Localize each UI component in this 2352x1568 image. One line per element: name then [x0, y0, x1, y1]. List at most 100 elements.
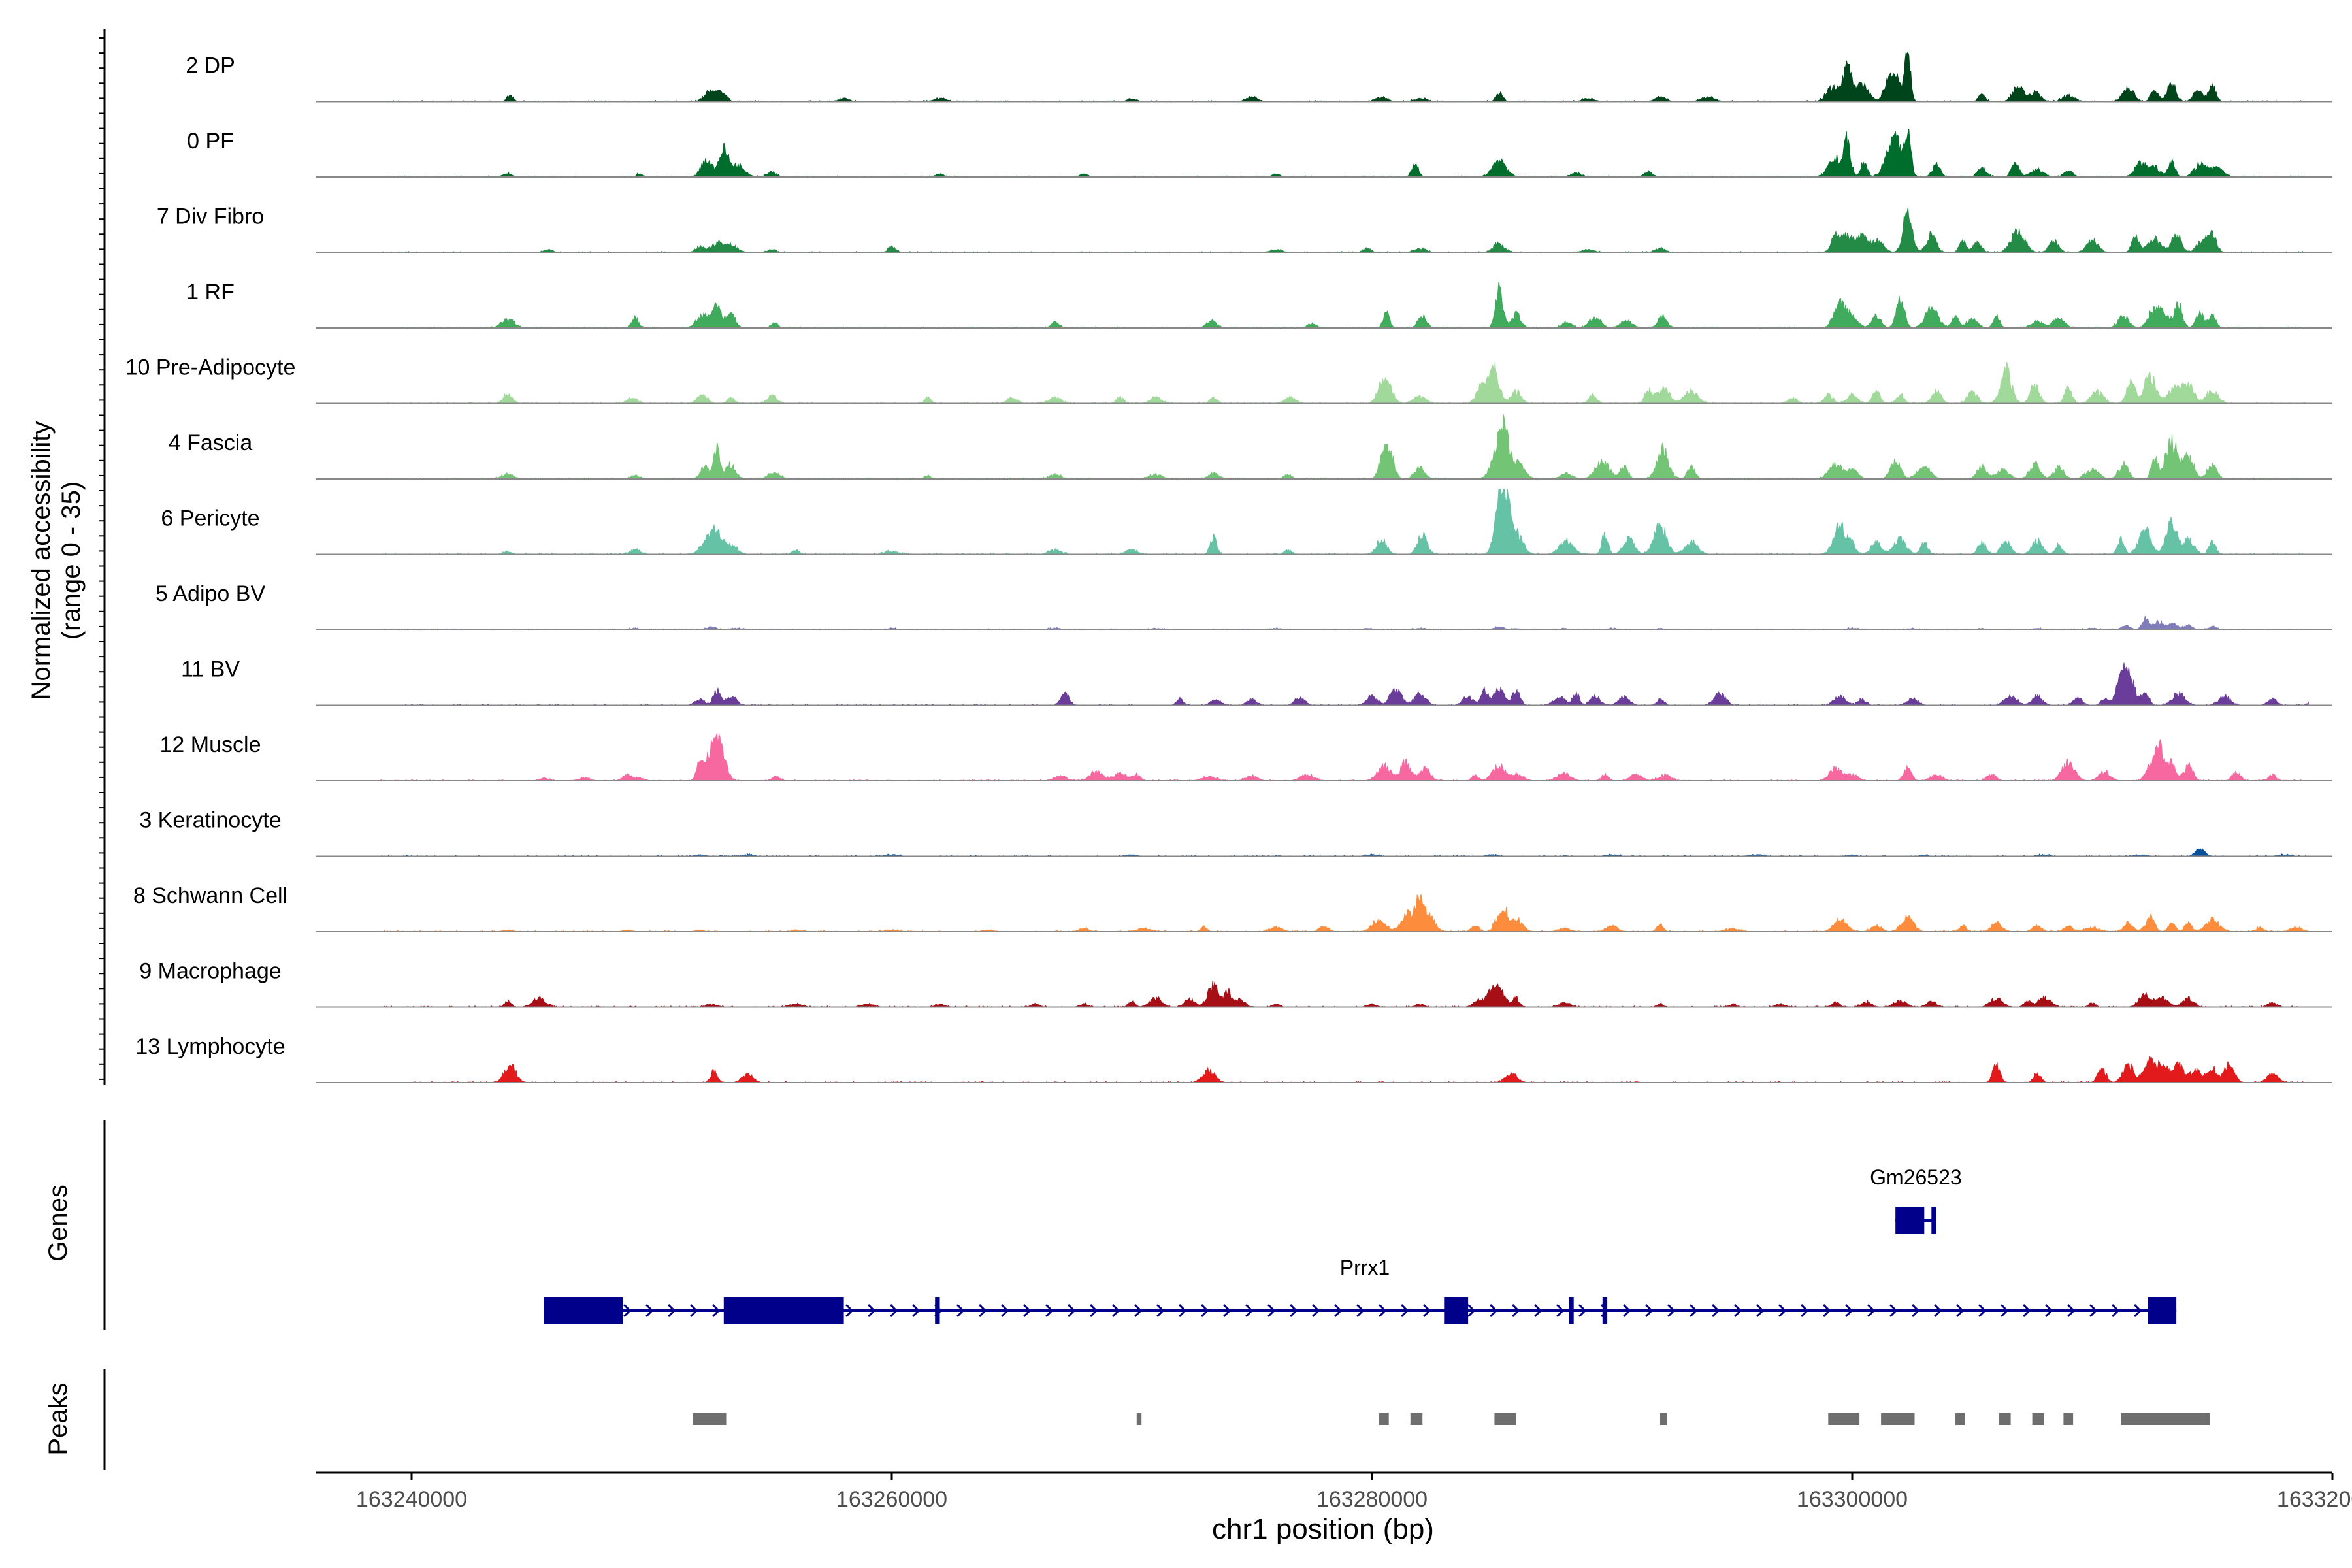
track-9-macrophage: 9 Macrophage — [139, 959, 2332, 1008]
track-12-muscle: 12 Muscle — [160, 732, 2332, 781]
strand-arrow — [1534, 1303, 1543, 1318]
strand-arrow — [1334, 1303, 1343, 1318]
strand-arrow — [956, 1303, 965, 1318]
track-label: 1 RF — [186, 280, 235, 304]
track-10-pre-adipocyte: 10 Pre-Adipocyte — [125, 355, 2332, 404]
coverage-area — [381, 51, 2309, 103]
strand-arrow — [890, 1303, 898, 1318]
strand-arrow — [2067, 1303, 2076, 1318]
strand-arrow — [912, 1303, 921, 1318]
strand-arrow — [1045, 1303, 1054, 1318]
strand-arrow — [1512, 1303, 1520, 1318]
strand-arrow — [845, 1303, 854, 1318]
track-2-dp: 2 DP — [186, 51, 2332, 103]
peak-region — [2121, 1413, 2210, 1425]
strand-arrow — [2045, 1303, 2053, 1318]
strand-arrow — [979, 1303, 987, 1318]
accessibility-y-axis — [99, 29, 106, 1085]
peak-region — [1136, 1413, 1142, 1425]
strand-arrow — [1312, 1303, 1320, 1318]
y-axis-label-range: (range 0 - 35) — [57, 482, 86, 640]
strand-arrow — [1112, 1303, 1120, 1318]
peaks-axis-label: Peaks — [44, 1382, 73, 1455]
strand-arrow — [1667, 1303, 1676, 1318]
coverage-area — [381, 489, 2309, 555]
track-label: 7 Div Fibro — [157, 204, 264, 229]
peak-region — [1828, 1413, 1860, 1425]
gene-exon — [2148, 1297, 2177, 1324]
gene-gm26523: Gm26523 — [1870, 1166, 1962, 1234]
coverage-area — [381, 662, 2309, 706]
x-tick-label: 163260000 — [836, 1487, 947, 1512]
peak-region — [1379, 1413, 1389, 1425]
strand-arrow — [2089, 1303, 2098, 1318]
strand-arrow — [1734, 1303, 1742, 1318]
strand-arrow — [2023, 1303, 2031, 1318]
gene-exon — [1569, 1297, 1574, 1324]
track-label: 5 Adipo BV — [155, 581, 266, 606]
peak-region — [1999, 1413, 2011, 1425]
strand-arrow — [1889, 1303, 1898, 1318]
gene-prrx1: Prrx1 — [544, 1256, 2177, 1324]
x-tick-label: 163320000 — [2277, 1487, 2352, 1512]
strand-arrow — [1068, 1303, 1076, 1318]
coverage-area — [381, 894, 2309, 932]
peak-region — [1881, 1413, 1915, 1425]
strand-arrow — [1778, 1303, 1787, 1318]
track-label: 10 Pre-Adipocyte — [125, 355, 296, 380]
strand-arrow — [1490, 1303, 1498, 1318]
peaks-panel — [693, 1413, 2210, 1425]
peak-region — [693, 1413, 727, 1425]
accessibility-tracks: 2 DP 0 PF 7 Div Fibro 1 RF 10 Pre-Adipocyte 4… — [125, 51, 2332, 1083]
strand-arrow — [1467, 1303, 1476, 1318]
strand-arrow — [1290, 1303, 1298, 1318]
strand-arrow — [1201, 1303, 1209, 1318]
coverage-area — [381, 981, 2309, 1008]
strand-arrow — [1379, 1303, 1387, 1318]
strand-arrow — [1245, 1303, 1254, 1318]
gene-exon — [723, 1297, 844, 1324]
strand-arrow — [1690, 1303, 1698, 1318]
x-axis: 163240000 163260000 163280000 163300000 1633… — [316, 1471, 2352, 1512]
gene-exon — [1602, 1297, 1608, 1324]
strand-arrow — [712, 1303, 721, 1318]
track-13-lymphocyte: 13 Lymphocyte — [135, 1034, 2332, 1083]
strand-arrow — [1845, 1303, 1854, 1318]
strand-arrow — [1823, 1303, 1831, 1318]
track-11-bv: 11 BV — [181, 657, 2332, 706]
strand-arrow — [1912, 1303, 1920, 1318]
strand-arrow — [690, 1303, 698, 1318]
track-3-keratinocyte: 3 Keratinocyte — [139, 808, 2332, 857]
strand-arrow — [1267, 1303, 1276, 1318]
coverage-area — [380, 732, 2309, 781]
strand-arrow — [1956, 1303, 1965, 1318]
peak-region — [2063, 1413, 2074, 1425]
coverage-area — [381, 128, 2309, 178]
coverage-area — [380, 848, 2309, 857]
strand-arrow — [1090, 1303, 1098, 1318]
gene-label: Prrx1 — [1340, 1256, 1390, 1279]
gene-exon — [544, 1297, 623, 1324]
track-label: 9 Macrophage — [139, 959, 281, 984]
strand-arrow — [1867, 1303, 1876, 1318]
strand-arrow — [868, 1303, 876, 1318]
track-label: 3 Keratinocyte — [139, 808, 281, 833]
track-label: 6 Pericyte — [161, 506, 259, 531]
strand-arrow — [623, 1303, 632, 1318]
strand-arrow — [2001, 1303, 2009, 1318]
genes-panel: Gm26523 Prrx1 — [544, 1166, 2177, 1324]
track-8-schwann-cell: 8 Schwann Cell — [133, 883, 2332, 932]
track-6-pericyte: 6 Pericyte — [161, 489, 2332, 555]
strand-arrow — [1023, 1303, 1032, 1318]
genes-axis-label: Genes — [44, 1184, 73, 1262]
peak-region — [1660, 1413, 1667, 1425]
track-0-pf: 0 PF — [187, 128, 2332, 178]
gene-exon — [1931, 1207, 1936, 1234]
track-4-fascia: 4 Fascia — [169, 414, 2332, 480]
track-label: 0 PF — [187, 129, 234, 154]
track-label: 12 Muscle — [160, 732, 261, 757]
coverage-area — [380, 1056, 2309, 1083]
x-tick-label: 163300000 — [1797, 1487, 1908, 1512]
x-tick-label: 163240000 — [356, 1487, 467, 1512]
